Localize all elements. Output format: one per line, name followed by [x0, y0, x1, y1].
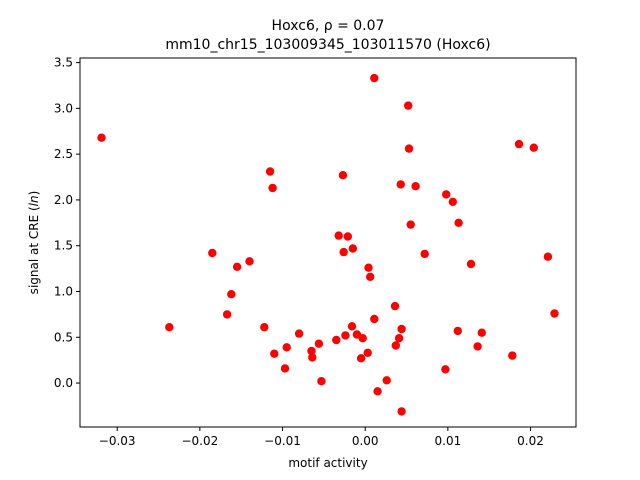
- data-point: [473, 342, 482, 351]
- data-point: [294, 329, 304, 338]
- data-point: [356, 354, 366, 363]
- plot-frame: [79, 57, 577, 428]
- chart-title-line2: mm10_chr15_103009345_103011570 (Hoxc6): [165, 37, 490, 53]
- x-tick-label: 0.00: [352, 434, 379, 448]
- x-tick-label: −0.03: [99, 434, 136, 448]
- x-tick-label: −0.02: [181, 434, 218, 448]
- data-point: [347, 322, 357, 331]
- data-point: [454, 218, 463, 227]
- data-point: [339, 247, 348, 257]
- data-point: [268, 183, 277, 193]
- points-layer: [97, 73, 559, 416]
- data-point: [442, 190, 451, 199]
- x-axis-label: motif activity: [288, 456, 367, 470]
- data-point: [466, 259, 476, 269]
- data-point: [317, 377, 326, 386]
- y-axis: 0.0 0.5 1.0 1.5 2.0 2.5 3.0 3.5: [54, 56, 80, 390]
- x-tick-label: 0.02: [517, 434, 544, 448]
- data-point: [370, 314, 379, 324]
- y-tick-label: 1.5: [54, 239, 73, 253]
- data-point: [165, 323, 174, 332]
- data-point: [477, 328, 486, 337]
- x-tick-label: 0.01: [435, 434, 462, 448]
- data-point: [260, 323, 269, 332]
- data-point: [420, 249, 429, 259]
- data-point: [396, 180, 405, 189]
- data-point: [222, 310, 232, 319]
- data-point: [282, 343, 291, 352]
- data-point: [397, 407, 406, 416]
- data-point: [390, 301, 400, 311]
- data-point: [364, 263, 373, 272]
- y-axis-label-suffix: ): [27, 191, 41, 196]
- y-tick-label: 3.5: [54, 56, 73, 70]
- data-point: [97, 133, 106, 142]
- data-point: [382, 376, 391, 385]
- data-point: [453, 326, 462, 336]
- x-axis: −0.03 −0.02 −0.01 0.00 0.01 0.02: [99, 427, 544, 448]
- y-tick-label: 2.0: [54, 193, 73, 207]
- data-point: [508, 351, 517, 360]
- chart-title-line1: Hoxc6, ρ = 0.07: [272, 18, 385, 34]
- data-point: [514, 139, 524, 149]
- y-axis-label: signal at CRE (ln): [27, 191, 41, 295]
- data-point: [550, 309, 559, 318]
- data-point: [543, 252, 553, 261]
- data-point: [370, 73, 379, 83]
- data-point: [343, 232, 352, 241]
- y-tick-label: 0.0: [54, 376, 73, 390]
- data-point: [406, 220, 415, 229]
- data-point: [397, 324, 406, 334]
- data-point: [404, 101, 413, 110]
- data-point: [307, 346, 316, 356]
- y-axis-label-italic: ln: [27, 195, 41, 206]
- data-point: [411, 182, 420, 191]
- data-point: [208, 248, 217, 258]
- data-point: [265, 167, 275, 176]
- y-axis-label-prefix: signal at CRE (: [27, 206, 41, 294]
- data-point: [363, 348, 372, 357]
- data-point: [448, 197, 457, 206]
- data-point: [348, 244, 357, 253]
- y-tick-label: 1.0: [54, 284, 73, 298]
- data-point: [314, 339, 324, 348]
- data-point: [334, 231, 343, 240]
- data-point: [441, 365, 450, 374]
- data-point: [232, 262, 242, 271]
- data-point: [391, 341, 400, 350]
- data-point: [404, 144, 414, 153]
- data-point: [280, 364, 290, 373]
- data-point: [338, 171, 348, 180]
- y-tick-label: 0.5: [54, 330, 73, 344]
- data-point: [245, 257, 254, 266]
- data-point: [373, 387, 382, 396]
- data-point: [366, 272, 375, 281]
- y-tick-label: 2.5: [54, 147, 73, 161]
- x-tick-label: −0.01: [264, 434, 301, 448]
- data-point: [270, 349, 279, 358]
- data-point: [341, 331, 350, 340]
- data-point: [358, 334, 367, 343]
- data-point: [394, 334, 404, 343]
- data-point: [529, 143, 538, 152]
- y-tick-label: 3.0: [54, 101, 73, 115]
- data-point: [227, 290, 236, 299]
- data-point: [332, 335, 341, 345]
- data-point: [308, 353, 317, 362]
